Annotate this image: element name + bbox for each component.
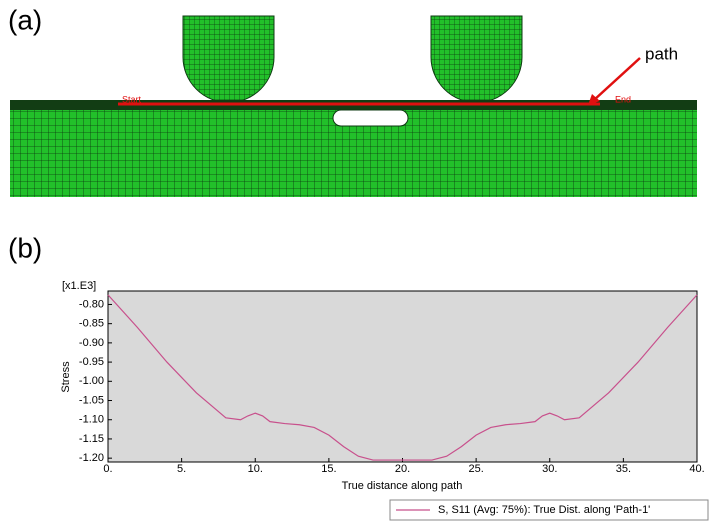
figure: (a) Start End path (b) [x1.E3] Stress Tr…: [0, 0, 711, 522]
y-multiplier: [x1.E3]: [62, 280, 96, 292]
x-tick-label: 20.: [395, 463, 410, 475]
y-tick-label: -0.80: [79, 298, 104, 310]
path-end-label: End: [615, 94, 631, 104]
y-tick-label: -0.90: [79, 337, 104, 349]
y-tick-label: -0.85: [79, 318, 104, 330]
path-start-label: Start: [122, 94, 142, 104]
plot-area: [108, 291, 697, 462]
y-axis-label: Stress: [60, 361, 72, 393]
hole: [333, 110, 408, 126]
x-tick-label: 5.: [177, 463, 186, 475]
x-tick-label: 25.: [468, 463, 483, 475]
panel-label: (a): [8, 4, 42, 35]
indenter: [183, 16, 274, 103]
legend-label: S, S11 (Avg: 75%): True Dist. along 'Pat…: [438, 504, 650, 516]
x-tick-label: 35.: [616, 463, 631, 475]
panel-label: (b): [8, 232, 42, 263]
y-tick-label: -1.10: [79, 414, 104, 426]
x-tick-label: 0.: [103, 463, 112, 475]
x-tick-label: 10.: [248, 463, 263, 475]
y-tick-label: -0.95: [79, 356, 104, 368]
y-tick-label: -1.20: [79, 452, 104, 464]
page: html, body { margin: 0; padding: 0; back…: [0, 0, 711, 522]
path-annotation: path: [645, 44, 678, 63]
y-tick-label: -1.00: [79, 375, 104, 387]
x-axis-label: True distance along path: [342, 480, 463, 492]
x-tick-label: 15.: [321, 463, 336, 475]
body: {"panels": ["(a)", "(b)"], "mesh": {"ann…: [0, 0, 711, 522]
y-tick-label: -1.05: [79, 394, 104, 406]
x-tick-label: 30.: [542, 463, 557, 475]
x-tick-label: 40.: [689, 463, 704, 475]
indenter: [431, 16, 522, 103]
y-tick-label: -1.15: [79, 433, 104, 445]
